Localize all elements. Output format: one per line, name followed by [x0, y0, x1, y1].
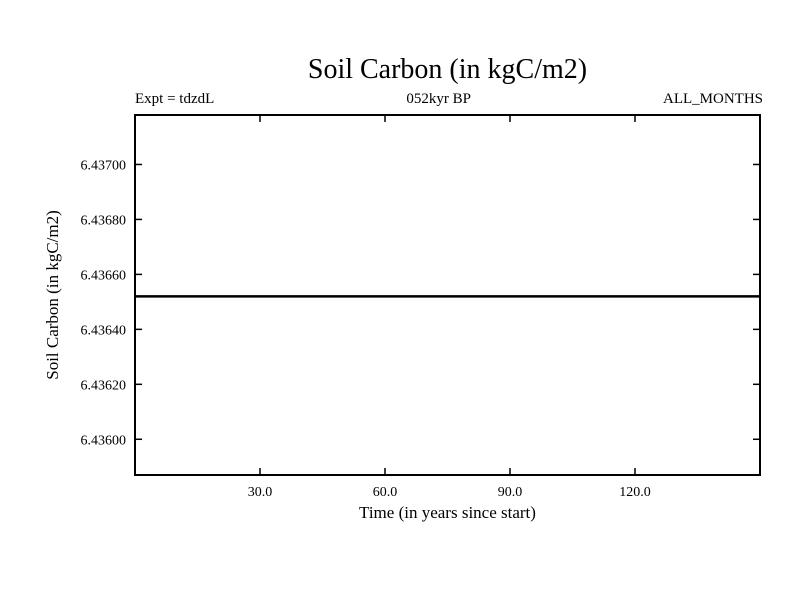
- x-tick-label: 60.0: [373, 485, 398, 500]
- plot-frame: [134, 114, 761, 476]
- y-tick-label: 6.43620: [81, 378, 127, 393]
- x-tick-label: 90.0: [498, 485, 523, 500]
- months-label: ALL_MONTHS: [663, 91, 763, 107]
- y-tick-label: 6.43640: [81, 323, 127, 338]
- y-tick-label: 6.43680: [81, 213, 127, 228]
- x-tick-label: 120.0: [619, 485, 651, 500]
- y-tick-label: 6.43700: [81, 158, 127, 173]
- x-tick-label: 30.0: [248, 485, 273, 500]
- x-axis-label: Time (in years since start): [359, 503, 536, 522]
- time-period-label: 052kyr BP: [406, 91, 471, 107]
- y-tick-label: 6.43660: [81, 268, 127, 283]
- chart-subheader: Expt = tdzdL 052kyr BP ALL_MONTHS: [135, 91, 763, 108]
- chart-title: Soil Carbon (in kgC/m2): [307, 54, 588, 85]
- y-tick-label: 6.43600: [81, 433, 127, 448]
- experiment-label: Expt = tdzdL: [135, 91, 215, 107]
